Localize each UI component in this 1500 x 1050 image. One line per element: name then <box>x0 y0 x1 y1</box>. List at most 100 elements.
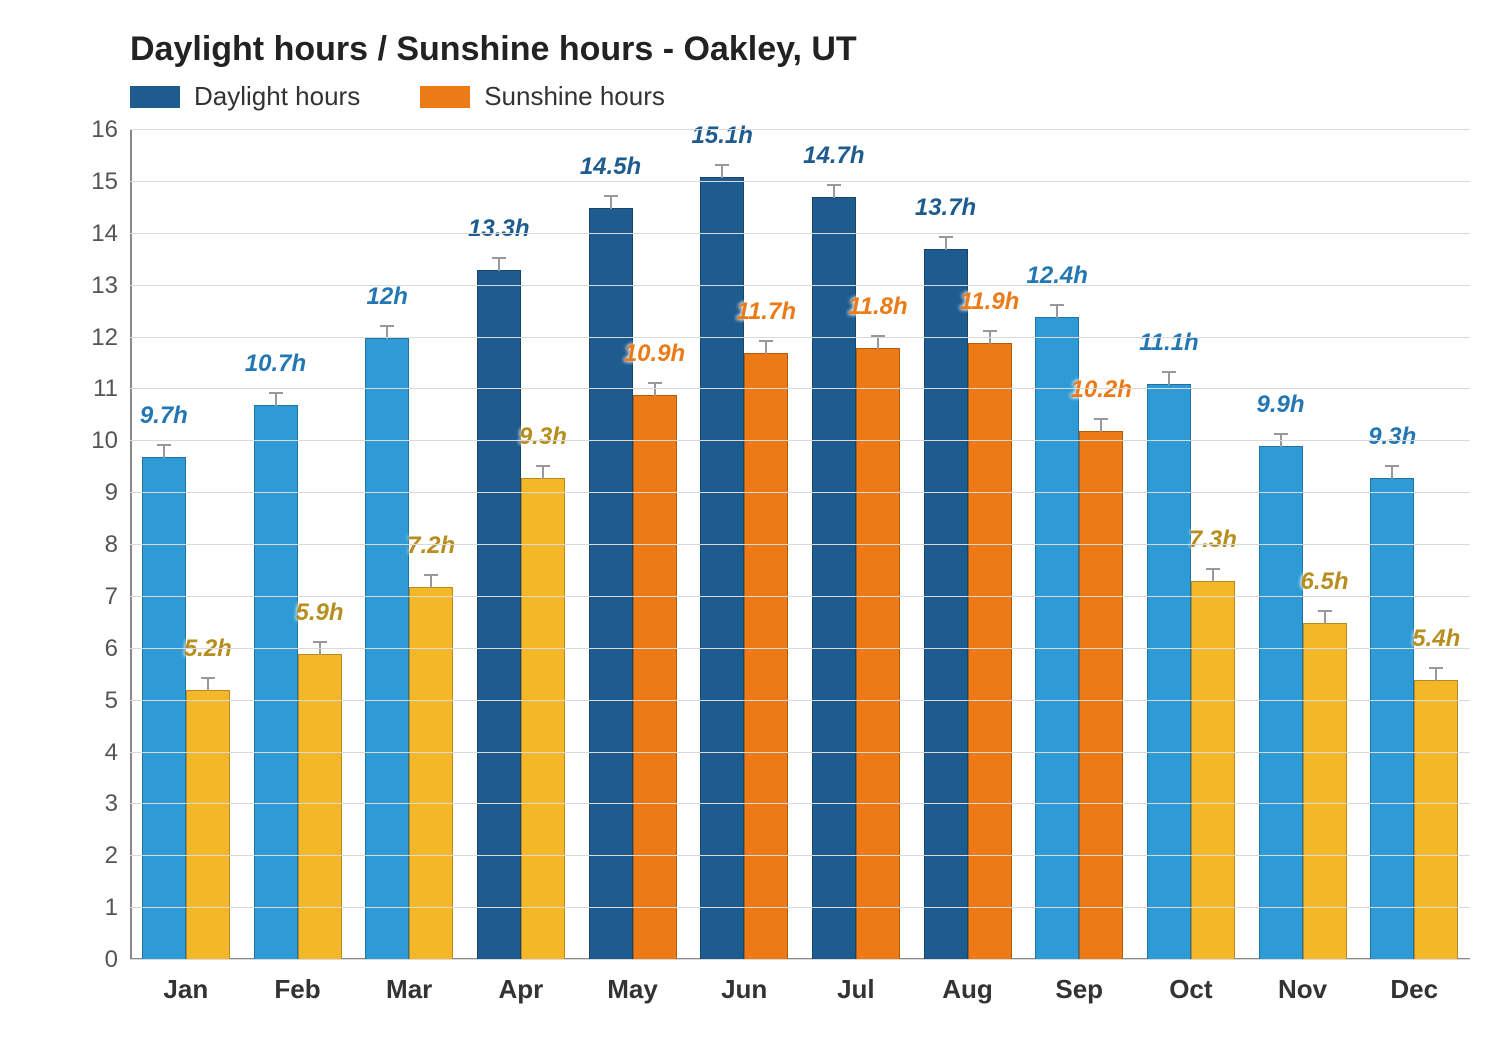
bar-daylight: 11.1h <box>1147 384 1191 960</box>
bar-daylight: 12h <box>365 338 409 961</box>
y-tick-label: 5 <box>105 687 130 715</box>
bar-label-daylight: 15.1h <box>692 122 753 150</box>
chart-title: Daylight hours / Sunshine hours - Oakley… <box>130 30 1460 69</box>
x-tick-label: Aug <box>912 974 1024 1005</box>
legend-label-sunshine: Sunshine hours <box>484 81 665 112</box>
y-tick-label: 9 <box>105 479 130 507</box>
y-tick-label: 12 <box>91 324 130 352</box>
month-group: 9.3h5.4h <box>1358 130 1470 960</box>
x-labels: JanFebMarAprMayJunJulAugSepOctNovDec <box>130 974 1470 1005</box>
bar-label-daylight: 13.3h <box>468 215 529 243</box>
bar-sunshine: 10.9h <box>633 395 677 960</box>
bar-sunshine: 10.2h <box>1079 431 1123 960</box>
legend-swatch-sunshine <box>420 86 470 108</box>
y-tick-label: 4 <box>105 739 130 767</box>
x-tick-label: Oct <box>1135 974 1247 1005</box>
x-tick-label: Jan <box>130 974 242 1005</box>
bar-label-sunshine: 7.3h <box>1189 526 1237 554</box>
month-group: 9.9h6.5h <box>1247 130 1359 960</box>
bar-label-daylight: 9.9h <box>1257 391 1305 419</box>
bar-sunshine: 7.3h <box>1191 581 1235 960</box>
gridline <box>130 181 1470 182</box>
gridline <box>130 285 1470 286</box>
bar-daylight: 9.3h <box>1370 478 1414 960</box>
gridline <box>130 752 1470 753</box>
y-tick-label: 13 <box>91 272 130 300</box>
bar-label-sunshine: 11.8h <box>848 293 908 321</box>
gridline <box>130 440 1470 441</box>
gridline <box>130 700 1470 701</box>
gridline <box>130 337 1470 338</box>
x-tick-label: Feb <box>242 974 354 1005</box>
y-tick-label: 7 <box>105 583 130 611</box>
x-tick-label: Dec <box>1358 974 1470 1005</box>
x-tick-label: May <box>577 974 689 1005</box>
bar-label-sunshine: 11.7h <box>736 298 796 326</box>
y-tick-label: 10 <box>91 427 130 455</box>
bar-daylight: 13.3h <box>477 270 521 960</box>
month-group: 14.5h10.9h <box>577 130 689 960</box>
bar-daylight: 9.7h <box>142 457 186 960</box>
month-group: 14.7h11.8h <box>800 130 912 960</box>
bar-label-sunshine: 10.2h <box>1071 376 1132 404</box>
bar-label-daylight: 12h <box>366 283 407 311</box>
bar-daylight: 12.4h <box>1035 317 1079 960</box>
legend-label-daylight: Daylight hours <box>194 81 360 112</box>
legend-item-sunshine: Sunshine hours <box>420 81 665 112</box>
bar-label-daylight: 9.7h <box>140 402 188 430</box>
bar-label-daylight: 10.7h <box>245 350 306 378</box>
bar-sunshine: 5.4h <box>1414 680 1458 960</box>
gridline <box>130 596 1470 597</box>
bar-sunshine: 11.7h <box>744 353 788 960</box>
month-group: 10.7h5.9h <box>242 130 354 960</box>
gridline <box>130 492 1470 493</box>
bar-daylight: 14.5h <box>589 208 633 960</box>
month-group: 9.7h5.2h <box>130 130 242 960</box>
bar-daylight: 13.7h <box>924 249 968 960</box>
bar-label-daylight: 13.7h <box>915 194 976 222</box>
bar-label-sunshine: 7.2h <box>407 532 455 560</box>
gridline <box>130 803 1470 804</box>
y-tick-label: 0 <box>105 946 130 974</box>
bar-label-sunshine: 11.9h <box>960 288 1020 316</box>
y-tick-label: 6 <box>105 635 130 663</box>
x-tick-label: Jul <box>800 974 912 1005</box>
x-tick-label: Nov <box>1247 974 1359 1005</box>
bar-daylight: 9.9h <box>1259 446 1303 960</box>
month-group: 12.4h10.2h <box>1023 130 1135 960</box>
month-group: 13.3h9.3h <box>465 130 577 960</box>
bar-sunshine: 6.5h <box>1303 623 1347 960</box>
month-group: 13.7h11.9h <box>912 130 1024 960</box>
y-tick-label: 1 <box>105 894 130 922</box>
y-tick-label: 8 <box>105 531 130 559</box>
plot-area: 9.7h5.2h10.7h5.9h12h7.2h13.3h9.3h14.5h10… <box>130 130 1470 960</box>
bar-sunshine: 9.3h <box>521 478 565 960</box>
y-tick-label: 3 <box>105 790 130 818</box>
legend-swatch-daylight <box>130 86 180 108</box>
gridline <box>130 544 1470 545</box>
x-tick-label: Jun <box>688 974 800 1005</box>
bar-daylight: 10.7h <box>254 405 298 960</box>
gridline <box>130 129 1470 130</box>
bar-daylight: 15.1h <box>700 177 744 960</box>
y-tick-label: 15 <box>91 168 130 196</box>
legend-item-daylight: Daylight hours <box>130 81 360 112</box>
gridline <box>130 388 1470 389</box>
gridline <box>130 959 1470 960</box>
x-tick-label: Mar <box>353 974 465 1005</box>
month-group: 12h7.2h <box>353 130 465 960</box>
bar-label-daylight: 9.3h <box>1368 423 1416 451</box>
x-tick-label: Apr <box>465 974 577 1005</box>
bar-sunshine: 7.2h <box>409 587 453 961</box>
y-tick-label: 16 <box>91 116 130 144</box>
chart-container: Daylight hours / Sunshine hours - Oakley… <box>0 0 1500 1050</box>
bar-sunshine: 5.2h <box>186 690 230 960</box>
month-group: 11.1h7.3h <box>1135 130 1247 960</box>
gridline <box>130 233 1470 234</box>
bar-label-daylight: 11.1h <box>1139 329 1199 357</box>
bar-label-sunshine: 9.3h <box>519 423 567 451</box>
bars-container: 9.7h5.2h10.7h5.9h12h7.2h13.3h9.3h14.5h10… <box>130 130 1470 960</box>
gridline <box>130 648 1470 649</box>
y-tick-label: 11 <box>93 375 130 403</box>
bar-label-sunshine: 6.5h <box>1301 568 1349 596</box>
